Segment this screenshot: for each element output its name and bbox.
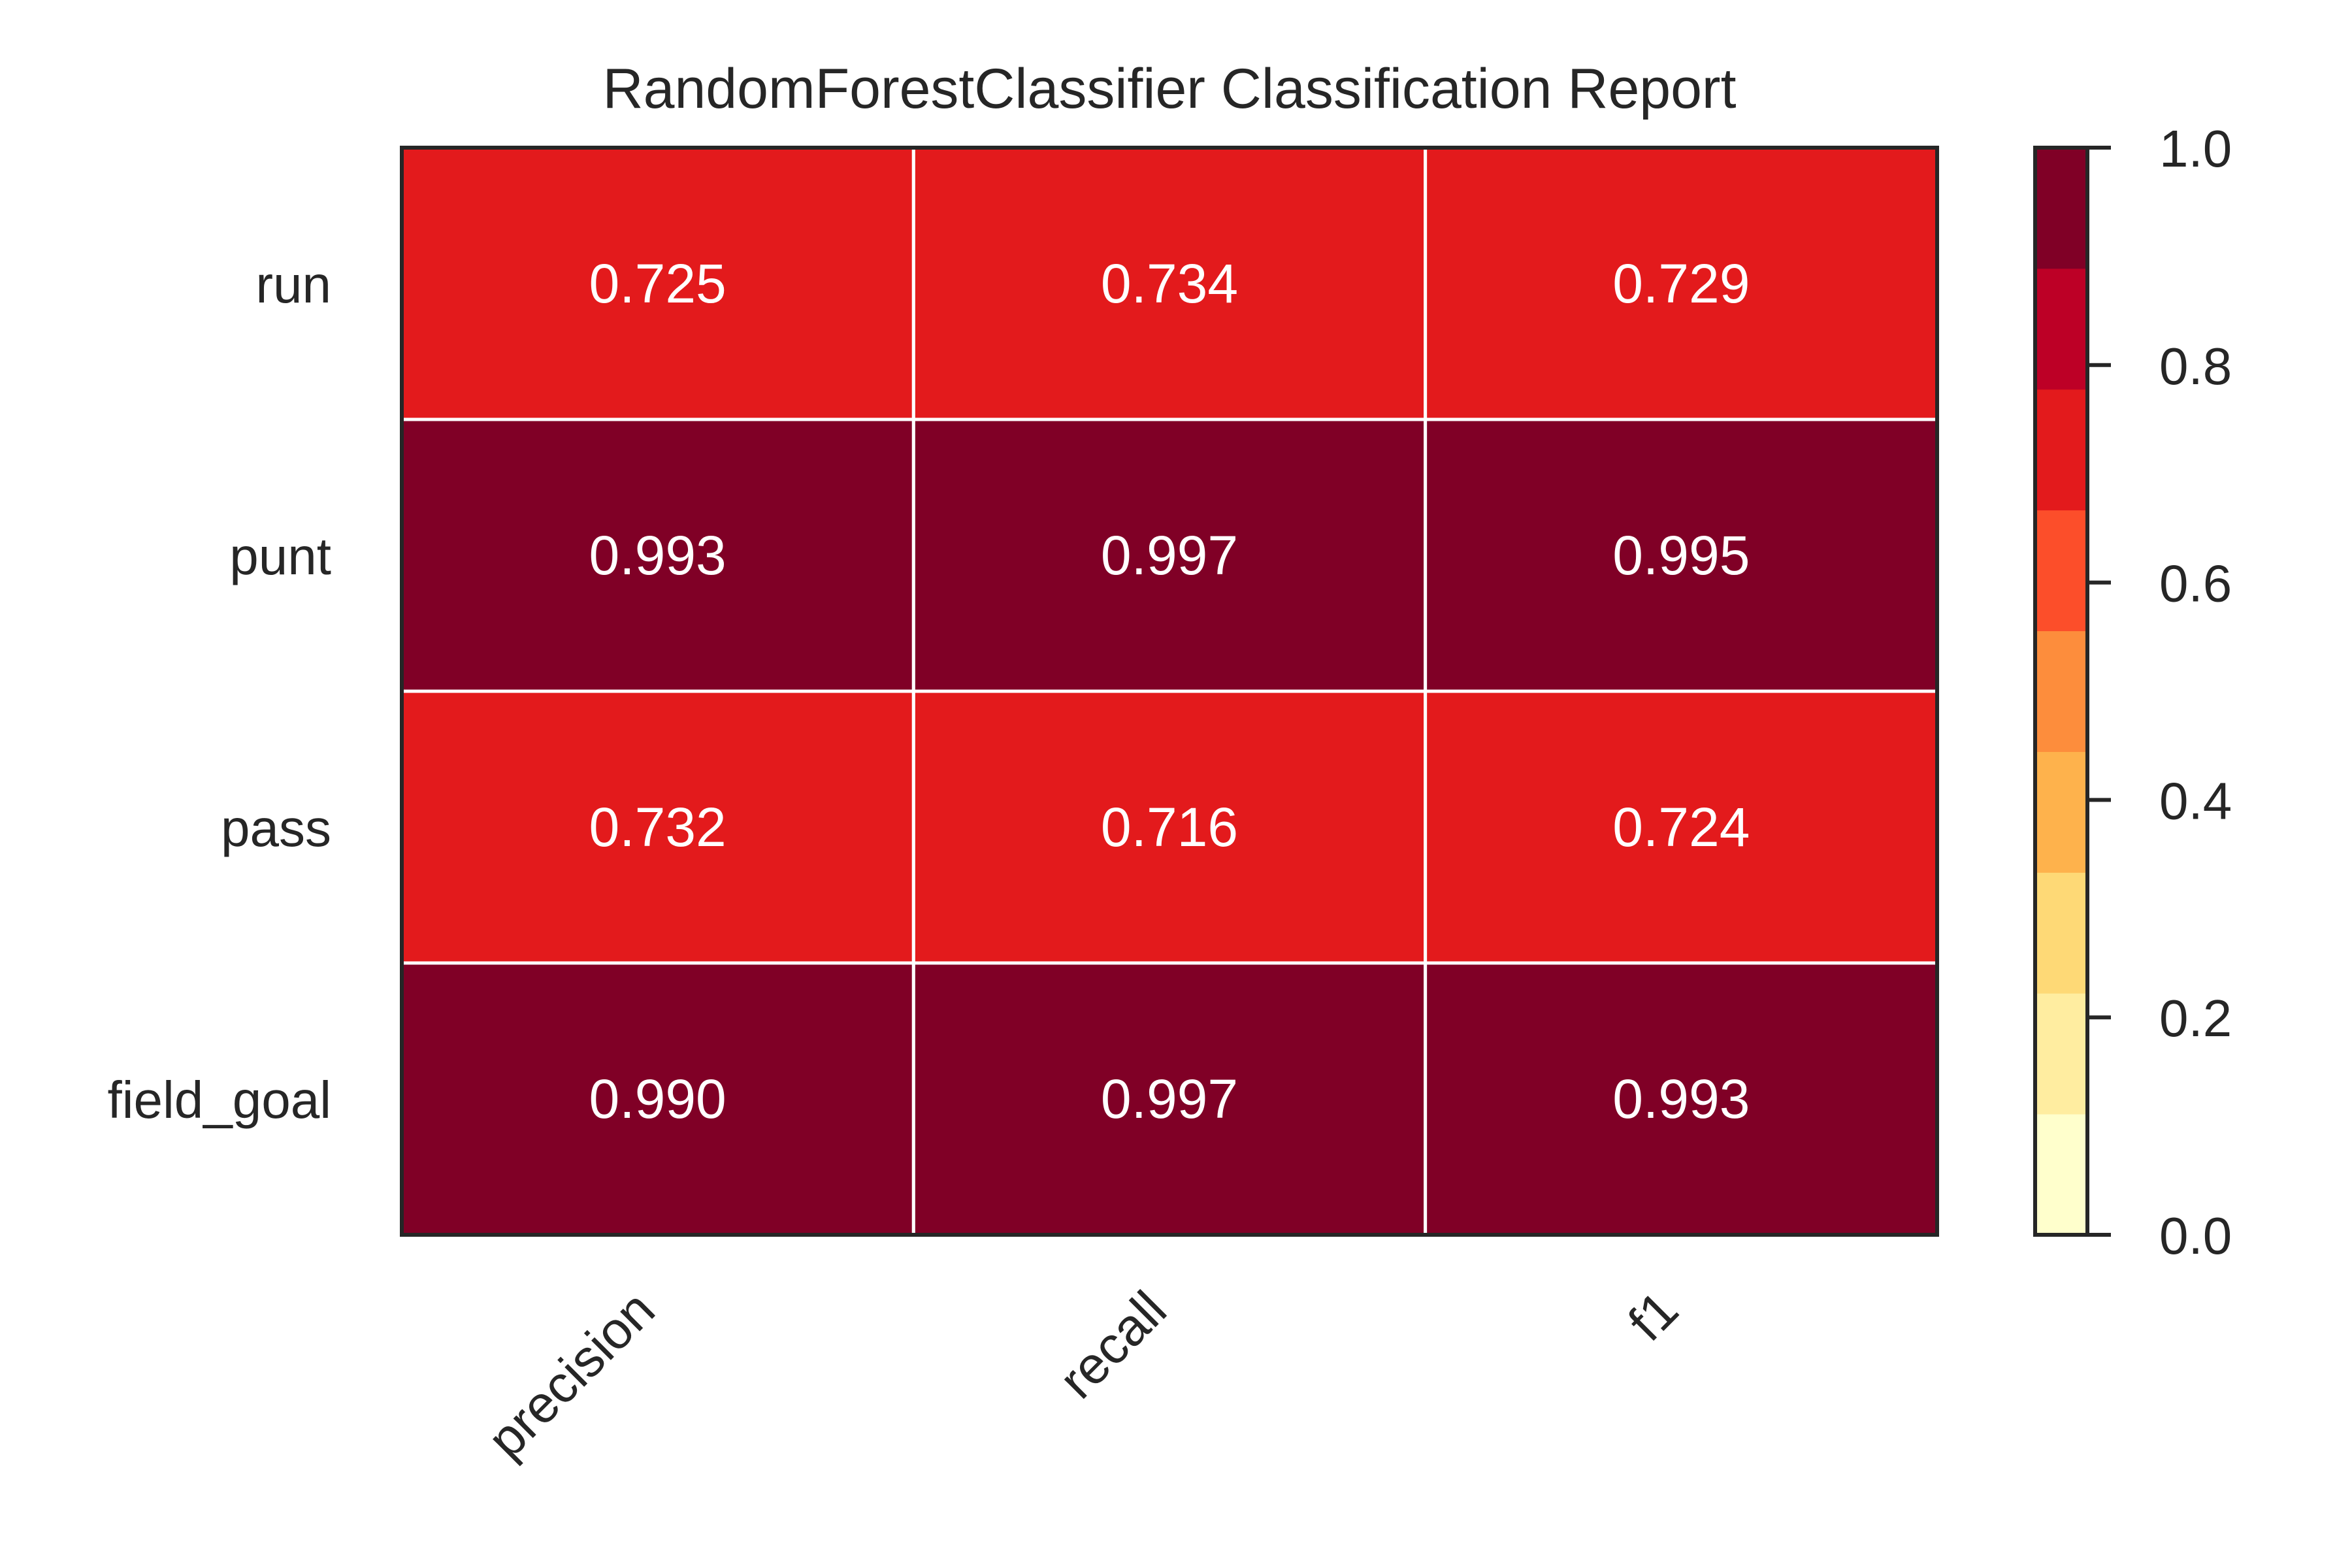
colorbar-band [2035,510,2087,632]
row-label-punt: punt [229,527,331,585]
column-label-precision: precision [476,1280,665,1469]
heatmap-cell-punt-f1 [1424,417,1939,693]
heatmap-cell-field_goal-f1 [1424,961,1939,1237]
colorbar-tick-label: 0.4 [2159,772,2232,830]
cell-value-label: 0.725 [589,253,727,314]
colorbar-band [2035,751,2087,873]
colorbar-band [2035,1114,2087,1235]
cell-value-label: 0.729 [1612,253,1750,314]
cell-value-label: 0.732 [589,796,727,858]
colorbar: 0.0 0.2 0.4 0.6 0.8 1.0 [2033,120,2232,1265]
column-label-recall: recall [1048,1280,1177,1409]
chart-title: RandomForestClassifier Classification Re… [603,57,1737,120]
cell-value-label: 0.993 [1612,1068,1750,1130]
column-label-f1: f1 [1617,1280,1689,1352]
row-label-field_goal: field_goal [108,1071,332,1129]
cell-value-label: 0.993 [589,525,727,586]
colorbar-tick-label: 0.2 [2159,989,2232,1047]
cell-value-label: 0.995 [1612,525,1750,586]
heatmap-grid: 0.725 0.734 0.729 0.993 0.997 0.995 0.732 0.716… [400,146,1939,1237]
colorbar-frame [2033,146,2089,1237]
heatmap-cell-punt-precision [400,417,915,693]
heatmap-cell-pass-recall [911,689,1428,965]
colorbar-band [2035,630,2087,752]
colorbar-band [2035,993,2087,1115]
colorbar-tick-label: 0.0 [2159,1207,2232,1265]
colorbar-band [2035,389,2087,511]
colorbar-tick-label: 0.6 [2159,555,2232,613]
heatmap-frame [400,146,1939,1237]
row-labels: run punt pass field_goal [108,255,332,1129]
cell-value-label: 0.734 [1101,253,1238,314]
row-label-pass: pass [221,799,331,857]
column-labels: precision recall f1 [476,1280,1689,1469]
cell-value-label: 0.997 [1101,1068,1238,1130]
colorbar-band [2035,148,2087,269]
heatmap-cell-run-precision [400,146,915,421]
cell-value-label: 0.716 [1101,796,1238,858]
cell-value-label: 0.724 [1612,796,1750,858]
cell-value-label: 0.997 [1101,525,1238,586]
heatmap-cell-run-recall [911,146,1428,421]
colorbar-band [2035,872,2087,994]
heatmap-cell-field_goal-precision [400,961,915,1237]
row-label-run: run [255,255,331,314]
heatmap-cell-punt-recall [911,417,1428,693]
colorbar-band [2035,268,2087,390]
colorbar-tick-label: 1.0 [2159,120,2232,178]
cell-value-label: 0.990 [589,1068,727,1130]
colorbar-tick-label: 0.8 [2159,337,2232,395]
